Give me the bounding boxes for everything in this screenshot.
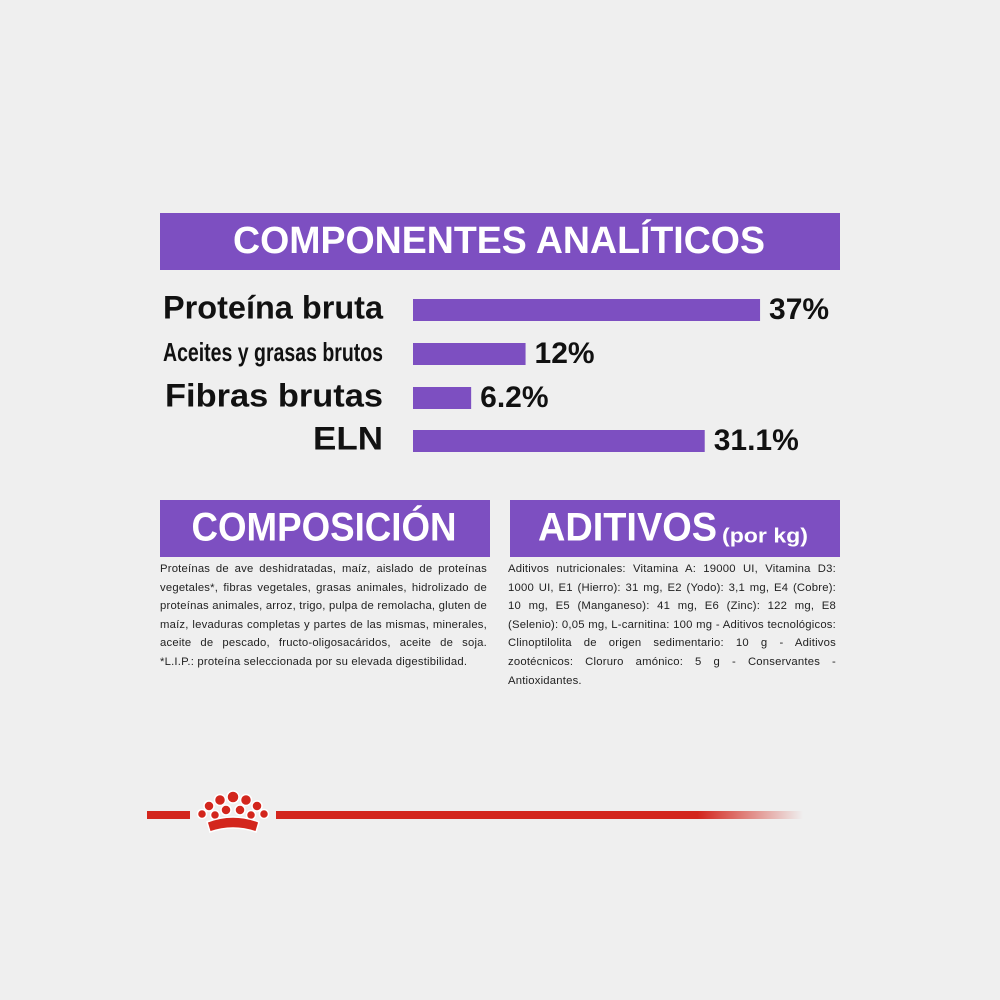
bar bbox=[413, 430, 705, 452]
composicion-text: Proteínas de ave deshidratadas, maíz, ai… bbox=[160, 563, 487, 668]
aditivos-band bbox=[510, 500, 840, 557]
category-label: ELN bbox=[313, 420, 383, 456]
value-label: 31.1% bbox=[714, 424, 799, 457]
category-label: Fibras brutas bbox=[165, 377, 383, 413]
chart-title: COMPONENTES ANALÍTICOS bbox=[233, 218, 765, 262]
category-label: Proteína bruta bbox=[163, 289, 383, 325]
value-label: 6.2% bbox=[480, 381, 548, 414]
value-label: 12% bbox=[535, 337, 595, 370]
value-label: 37% bbox=[769, 293, 829, 326]
composicion-band bbox=[160, 500, 490, 557]
header-band bbox=[160, 213, 840, 270]
crown-logo bbox=[196, 790, 270, 833]
aditivos-unit: (por kg) bbox=[722, 525, 808, 547]
category-label: Aceites y grasas brutos bbox=[163, 337, 383, 367]
aditivos-title: ADITIVOS bbox=[538, 506, 717, 550]
composicion-title: COMPOSICIÓN bbox=[192, 504, 457, 550]
red-line-left bbox=[147, 811, 190, 819]
bar bbox=[413, 387, 472, 409]
red-line-right bbox=[276, 811, 803, 819]
aditivos-text: Aditivos nutricionales: Vitamina A: 1900… bbox=[508, 563, 836, 687]
bar bbox=[413, 299, 761, 321]
bar bbox=[413, 343, 526, 365]
